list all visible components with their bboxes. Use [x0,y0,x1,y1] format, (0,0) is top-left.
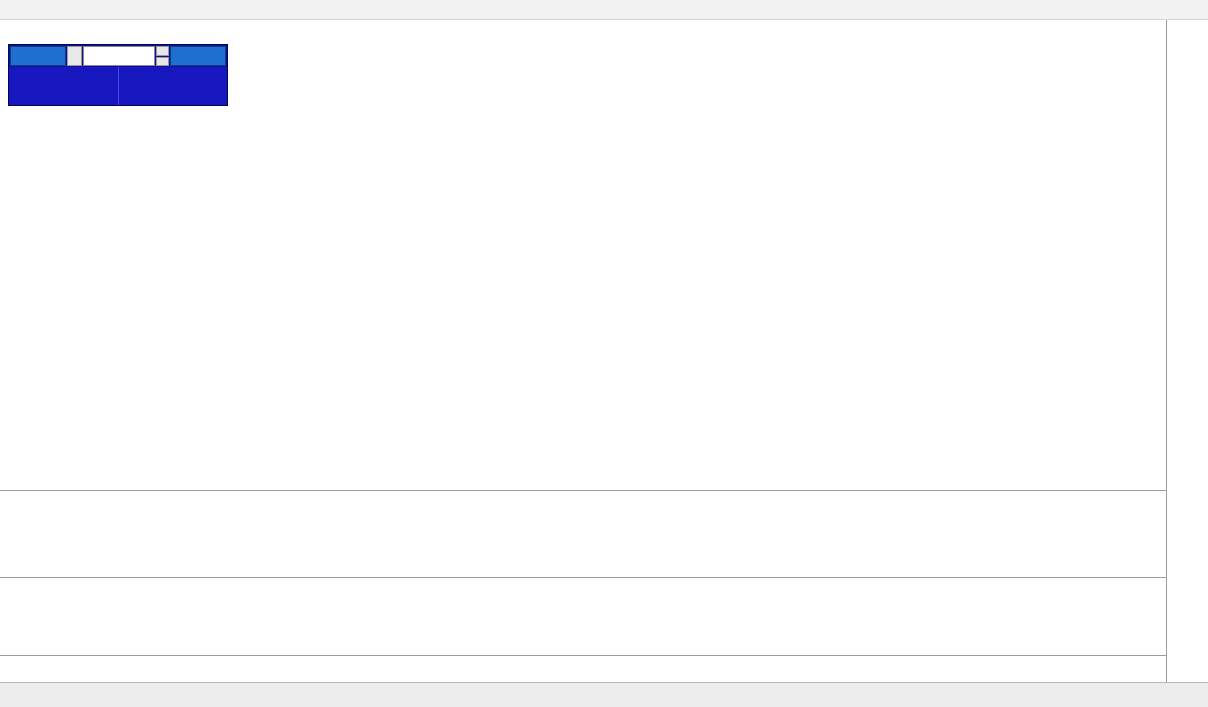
timeframe-toolbar [0,0,1208,20]
one-click-prices [9,67,227,105]
volume-spinner [156,46,169,66]
chart-region [0,20,1208,682]
panel-divider-rsi [0,577,1208,578]
one-click-controls [9,45,227,66]
chart-canvas[interactable] [0,20,1166,682]
buy-button[interactable] [170,46,226,66]
ask-price[interactable] [117,67,227,105]
chart-caption [8,25,11,37]
rsi-label [6,580,11,590]
one-click-trading-panel [8,44,228,106]
volume-decrease-button[interactable] [156,56,169,66]
panel-divider-macd [0,490,1208,491]
date-axis[interactable] [0,656,1166,682]
volume-input[interactable] [83,46,155,66]
panel-divider-dates [0,655,1208,656]
price-axis[interactable] [1166,20,1208,682]
macd-label [6,493,16,503]
bid-price[interactable] [9,67,118,105]
volume-dropdown-icon[interactable] [67,46,82,66]
chart-tabs-bar [0,682,1208,707]
sell-button[interactable] [10,46,66,66]
volume-increase-button[interactable] [156,46,169,56]
